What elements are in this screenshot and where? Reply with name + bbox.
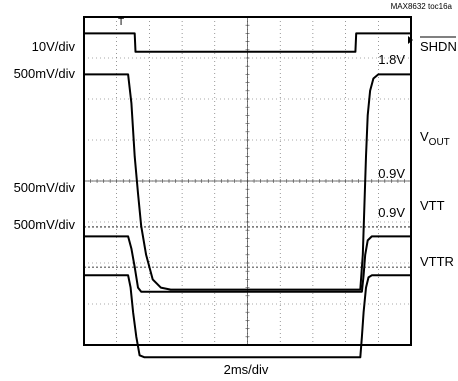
traces: [84, 32, 411, 359]
figure-id: MAX8632 toc16a: [391, 2, 453, 11]
ref-label-0-9v-a: 0.9V: [378, 166, 405, 181]
ch2-scale-label: 500mV/div: [14, 66, 76, 81]
trigger-marker: T: [118, 17, 124, 28]
ch4-scale-label: 500mV/div: [14, 217, 76, 232]
x-axis-label: 2ms/div: [224, 362, 269, 377]
ch3-scale-label: 500mV/div: [14, 180, 76, 195]
trace-vout: [84, 73, 411, 291]
ref-label-0-9v-b: 0.9V: [378, 205, 405, 220]
vout-label: VOUT: [420, 129, 450, 148]
ref-label-1-8v: 1.8V: [378, 52, 405, 67]
ch1-scale-label: 10V/div: [32, 39, 76, 54]
vtt-label: VTT: [420, 198, 445, 213]
reference-lines: [84, 226, 411, 268]
plot-frame: [83, 16, 412, 346]
shdn-label: SHDN: [420, 39, 457, 54]
ground-marker: [408, 36, 413, 44]
vttr-label: VTTR: [420, 254, 454, 269]
grid: [83, 16, 412, 346]
trace-vttr: [84, 274, 411, 359]
trace-shdn: [84, 32, 411, 53]
trace-vtt: [84, 235, 411, 293]
